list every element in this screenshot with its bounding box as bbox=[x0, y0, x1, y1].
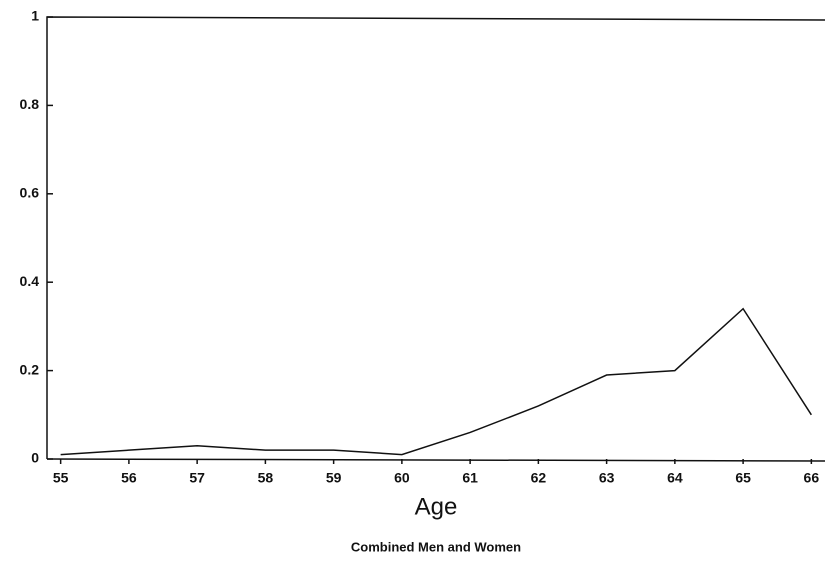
x-tick-label: 63 bbox=[599, 470, 615, 486]
x-tick-label: 58 bbox=[258, 470, 274, 486]
x-axis-label: Age bbox=[415, 493, 458, 520]
y-tick-label: 0 bbox=[31, 450, 39, 466]
x-tick-label: 61 bbox=[462, 470, 478, 486]
y-tick-label: 0.4 bbox=[20, 273, 40, 289]
x-tick-label: 57 bbox=[189, 470, 205, 486]
y-tick-label: 0.2 bbox=[20, 361, 40, 377]
data-line bbox=[60, 307, 812, 456]
x-tick-label: 65 bbox=[735, 470, 751, 486]
x-tick-label: 60 bbox=[394, 470, 410, 486]
y-tick-label: 0.8 bbox=[20, 96, 40, 112]
x-tick-label: 66 bbox=[804, 470, 820, 486]
x-tick-label: 55 bbox=[53, 470, 69, 486]
x-tick-label: 62 bbox=[531, 470, 547, 486]
y-tick-label: 0.6 bbox=[20, 185, 40, 201]
subtitle: Combined Men and Women bbox=[351, 539, 521, 554]
x-tick-label: 59 bbox=[326, 470, 342, 486]
x-tick-label: 56 bbox=[121, 470, 137, 486]
y-tick-label: 1 bbox=[31, 8, 39, 24]
x-tick-label: 64 bbox=[667, 470, 683, 486]
x-axis bbox=[46, 458, 826, 462]
plot-frame bbox=[46, 16, 826, 459]
